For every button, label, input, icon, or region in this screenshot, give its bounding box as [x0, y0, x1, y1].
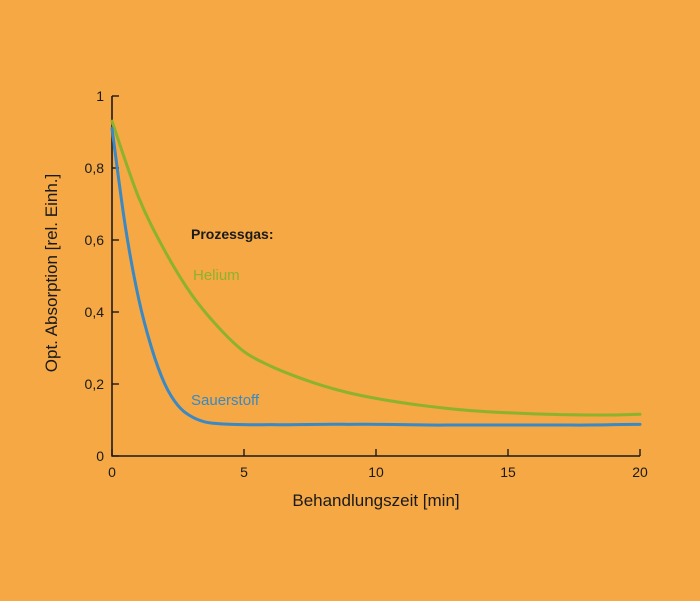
- y-tick-label: 1: [96, 88, 104, 104]
- x-tick-label: 0: [108, 464, 116, 480]
- y-axis-ticks: 0 0,2 0,4 0,6 0,8 1: [85, 88, 119, 464]
- x-tick-label: 10: [368, 464, 384, 480]
- y-tick-label: 0: [96, 448, 104, 464]
- legend-title: Prozessgas:: [191, 226, 273, 242]
- x-tick-label: 15: [500, 464, 516, 480]
- y-tick-label: 0,6: [85, 232, 105, 248]
- series-lines: [110, 119, 642, 427]
- y-tick-label: 0,8: [85, 160, 105, 176]
- x-tick-label: 20: [632, 464, 648, 480]
- series-label-sauerstoff: Sauerstoff: [191, 392, 260, 409]
- series-line-sauerstoff: [110, 126, 642, 427]
- series-line-helium: [110, 119, 642, 417]
- x-axis-title: Behandlungszeit [min]: [292, 491, 459, 510]
- y-tick-label: 0,4: [85, 304, 105, 320]
- x-axis-ticks: 0 5 10 15 20: [108, 449, 648, 480]
- y-axis-title: Opt. Absorption [rel. Einh.]: [42, 174, 61, 372]
- x-tick-label: 5: [240, 464, 248, 480]
- series-label-helium: Helium: [193, 267, 240, 284]
- y-tick-label: 0,2: [85, 376, 105, 392]
